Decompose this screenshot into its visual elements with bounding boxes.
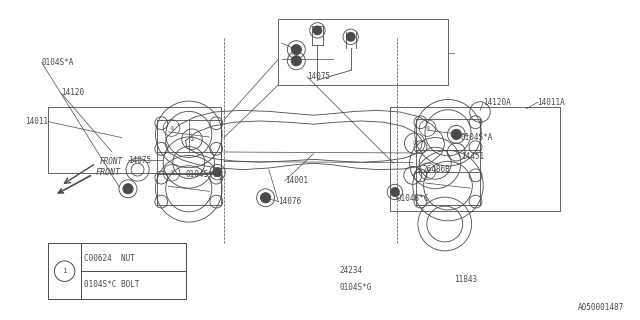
- Text: 0104S*C: 0104S*C: [186, 170, 218, 179]
- Text: ①: ①: [426, 125, 429, 131]
- Bar: [390, 107, 560, 211]
- Text: ①: ①: [412, 141, 417, 146]
- Text: C00624  NUT: C00624 NUT: [84, 254, 135, 263]
- Bar: [48, 243, 186, 299]
- Text: 14011: 14011: [26, 117, 49, 126]
- Text: 1: 1: [63, 268, 67, 274]
- Text: ①: ①: [170, 170, 173, 175]
- Text: ①: ①: [189, 137, 195, 142]
- Text: 24234: 24234: [339, 266, 362, 275]
- Text: 14075: 14075: [128, 156, 151, 164]
- Text: 14076: 14076: [278, 197, 301, 206]
- Text: 14075: 14075: [307, 72, 330, 81]
- Text: 0104S*G: 0104S*G: [339, 284, 372, 292]
- Text: A050001487: A050001487: [578, 303, 624, 312]
- Circle shape: [313, 26, 322, 35]
- Bar: [278, 19, 448, 85]
- Text: 14120A: 14120A: [483, 98, 511, 107]
- Text: ①: ①: [426, 169, 429, 174]
- Text: 0104S*A: 0104S*A: [461, 133, 493, 142]
- Text: 14011A: 14011A: [538, 98, 565, 107]
- Text: FRONT: FRONT: [96, 168, 121, 177]
- Text: ①: ①: [170, 125, 173, 131]
- Text: FRONT: FRONT: [99, 157, 122, 166]
- Text: 0104S*C: 0104S*C: [397, 194, 429, 203]
- Circle shape: [260, 193, 271, 203]
- Circle shape: [123, 184, 133, 194]
- Text: 0104S*A: 0104S*A: [42, 58, 74, 67]
- Text: 0104S*C BOLT: 0104S*C BOLT: [84, 280, 140, 289]
- Circle shape: [213, 168, 222, 177]
- Text: 14451: 14451: [461, 152, 484, 161]
- Circle shape: [291, 56, 301, 66]
- Circle shape: [390, 188, 399, 196]
- Text: 26486B: 26486B: [422, 165, 450, 174]
- Text: 11843: 11843: [454, 276, 477, 284]
- Bar: [48, 107, 221, 173]
- Text: 14120: 14120: [61, 88, 84, 97]
- Circle shape: [346, 32, 355, 41]
- Circle shape: [451, 129, 461, 140]
- Text: 14001: 14001: [285, 176, 308, 185]
- Circle shape: [291, 44, 301, 55]
